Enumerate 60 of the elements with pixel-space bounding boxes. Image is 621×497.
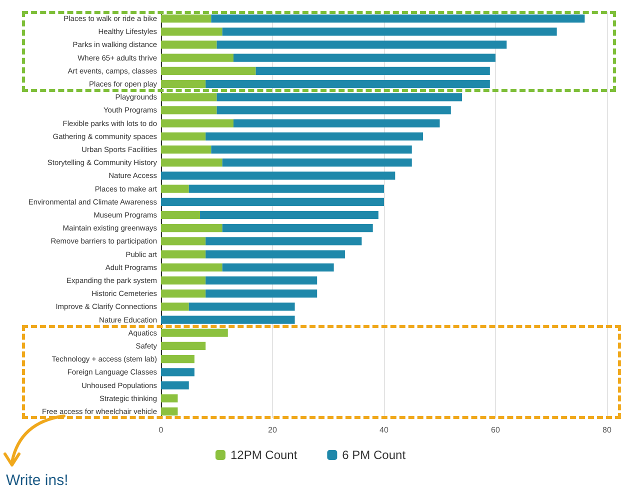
bar <box>222 158 412 167</box>
bar <box>161 276 206 285</box>
x-tick-label: 40 <box>380 426 389 434</box>
bar <box>161 80 206 88</box>
x-tick-label: 0 <box>158 426 164 434</box>
bar <box>206 250 345 258</box>
legend-label: 6 PM Count <box>342 448 406 462</box>
bar <box>161 28 222 36</box>
bar <box>161 250 206 258</box>
bar <box>161 381 189 390</box>
bar <box>161 119 234 128</box>
bar <box>161 172 396 180</box>
bar <box>206 237 362 246</box>
bar <box>161 66 256 75</box>
bar <box>161 198 384 206</box>
bar <box>188 302 295 311</box>
bar <box>211 145 412 154</box>
bar <box>161 40 217 49</box>
bar <box>161 302 189 311</box>
bar <box>161 355 194 364</box>
bar <box>233 54 496 62</box>
bar <box>161 132 206 140</box>
bar <box>216 106 451 114</box>
bar <box>161 237 206 246</box>
bar <box>161 328 228 337</box>
bar <box>256 66 490 75</box>
bar <box>161 290 206 298</box>
bar <box>216 93 462 102</box>
bar <box>222 28 557 36</box>
x-tick-label: 20 <box>268 426 278 434</box>
bar <box>222 224 373 232</box>
bar <box>222 263 334 272</box>
bar <box>200 210 378 220</box>
bar <box>206 276 318 285</box>
bar <box>161 158 222 167</box>
bar <box>161 316 295 324</box>
bar <box>161 14 212 23</box>
text: Write ins! <box>6 472 68 489</box>
legend-label: 12PM Count <box>230 448 298 462</box>
bar <box>161 224 222 232</box>
bar <box>161 54 234 62</box>
bar <box>161 210 200 220</box>
bar <box>161 394 178 402</box>
bar <box>161 368 194 376</box>
bar <box>161 407 178 416</box>
bar <box>216 40 507 49</box>
bar <box>161 342 206 350</box>
x-tick-label: 80 <box>602 426 612 434</box>
bar <box>211 14 585 23</box>
bar <box>161 263 222 272</box>
bar <box>233 119 440 128</box>
bar <box>161 93 217 102</box>
bar <box>188 184 384 193</box>
bar <box>161 145 212 154</box>
bar <box>161 106 217 114</box>
bar <box>206 290 318 298</box>
bar <box>161 184 189 193</box>
bar <box>206 80 490 88</box>
x-tick-label: 60 <box>491 426 500 434</box>
bar <box>206 132 424 140</box>
